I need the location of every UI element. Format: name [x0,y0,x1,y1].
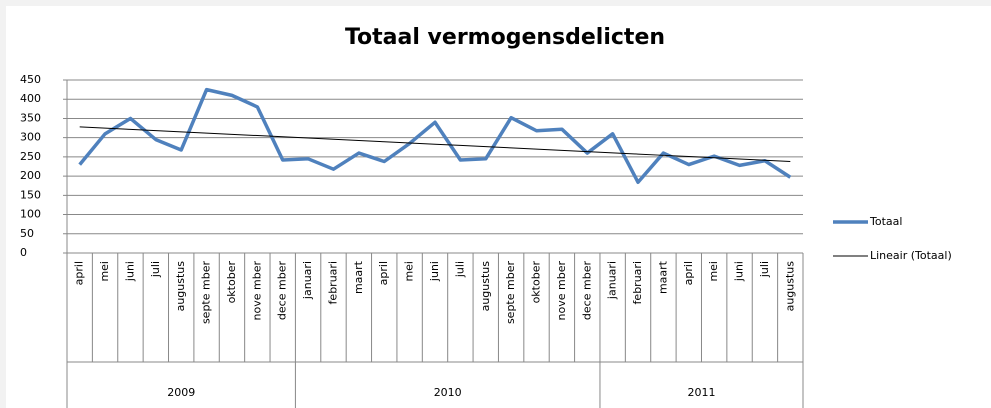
x-tick-label: april [682,261,695,285]
legend-label: Lineair (Totaal) [870,249,952,262]
y-tick-label: 50 [20,227,34,240]
x-tick-label: januari [606,261,619,300]
x-tick-label: juni [123,261,136,282]
x-tick-label: juli [453,261,466,278]
x-tick-label: april [73,261,86,285]
x-tick-label: januari [301,261,314,300]
y-tick-label: 0 [20,246,27,259]
x-tick-label: dece mber [276,261,289,321]
group-label: 2009 [167,386,195,399]
x-tick-label: nove mber [250,261,263,321]
x-tick-label: mei [98,261,111,282]
x-tick-label: septe mber [504,261,517,325]
x-tick-label: april [377,261,390,285]
chart-title: Totaal vermogensdelicten [345,25,665,50]
x-tick-label: maart [352,260,365,294]
group-label: 2010 [434,386,462,399]
x-tick-label: oktober [530,261,543,304]
x-tick-label: maart [656,260,669,294]
series-line [78,87,792,185]
series-line [79,126,791,163]
x-tick-label: juni [428,261,441,282]
x-tick-label: dece mber [580,261,593,321]
y-tick-label: 400 [20,92,41,105]
x-tick-label: februari [631,261,644,304]
x-tick-label: juli [149,261,162,278]
x-tick-label: juni [733,261,746,282]
x-tick-label: augustus [174,261,187,312]
y-tick-label: 300 [20,131,41,144]
x-tick-label: februari [326,261,339,304]
y-tick-label: 100 [20,208,41,221]
x-tick-label: juli [758,261,771,278]
x-tick-label: mei [403,261,416,282]
y-tick-label: 450 [20,73,41,86]
y-tick-label: 150 [20,188,41,201]
y-tick-label: 250 [20,150,41,163]
x-tick-label: oktober [225,261,238,304]
x-tick-label: augustus [783,261,796,312]
y-tick-label: 350 [20,111,41,124]
group-label: 2011 [687,386,715,399]
x-tick-label: nove mber [555,261,568,321]
x-tick-label: augustus [479,261,492,312]
x-tick-label: mei [707,261,720,282]
y-tick-label: 200 [20,169,41,182]
legend-label: Totaal [869,215,902,228]
x-tick-label: septe mber [200,261,213,325]
